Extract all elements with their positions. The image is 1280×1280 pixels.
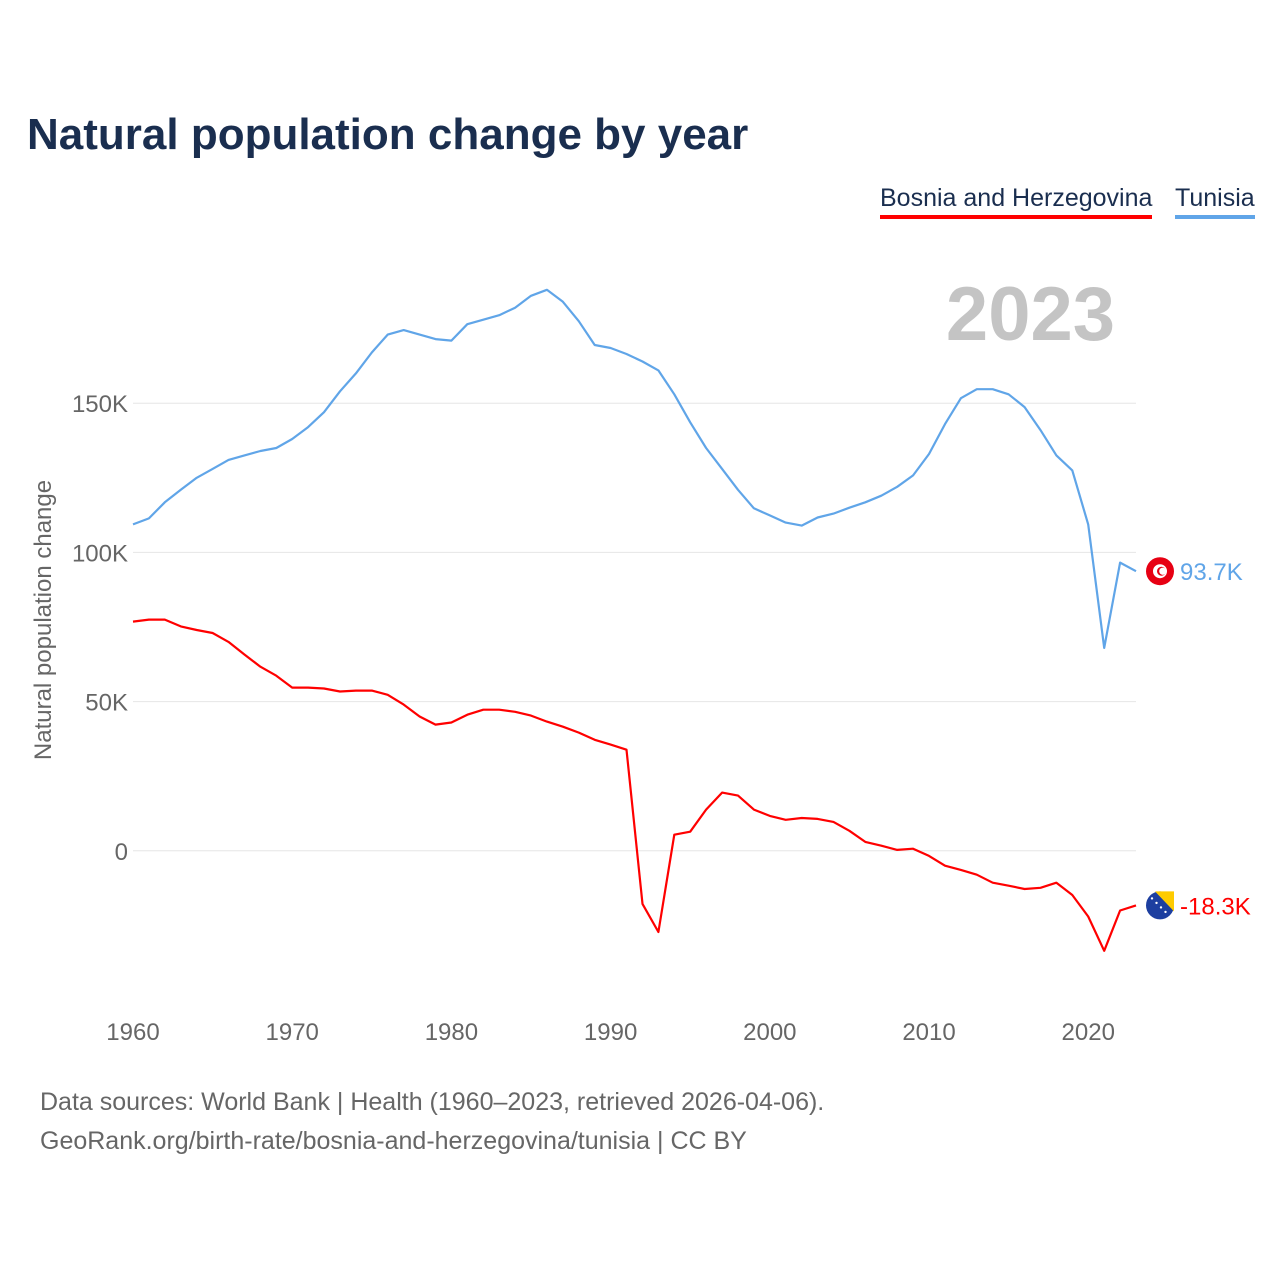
x-tick-label: 1960 xyxy=(106,1019,159,1046)
series-line-bosnia xyxy=(132,618,1137,952)
x-tick-label: 2010 xyxy=(902,1019,955,1046)
bosnia-flag-triangle xyxy=(1155,891,1174,912)
bosnia-flag-star xyxy=(1159,906,1163,909)
chart-title: Natural population change by year xyxy=(27,110,749,159)
tunisia-flag-crescent-inner xyxy=(1159,567,1167,575)
bosnia-flag-star xyxy=(1155,901,1158,905)
bosnia-flag-star xyxy=(1150,897,1154,900)
y-axis-label: Natural population change xyxy=(30,480,57,760)
legend-tunisia[interactable]: Tunisia xyxy=(1175,184,1255,219)
y-tick-label: 0 xyxy=(115,839,128,866)
footer-sources: Data sources: World Bank | Health (1960–… xyxy=(40,1088,825,1116)
x-tick-label: 2020 xyxy=(1062,1019,1115,1046)
x-tick-label: 1990 xyxy=(584,1019,637,1046)
bosnia-flag-star xyxy=(1164,910,1167,914)
series-line-tunisia xyxy=(132,288,1137,650)
x-tick-label: 2000 xyxy=(743,1019,796,1046)
footer-link[interactable]: GeoRank.org/birth-rate/bosnia-and-herzeg… xyxy=(40,1127,747,1155)
year-watermark: 2023 xyxy=(946,272,1115,357)
end-value-label: 93.7K xyxy=(1180,559,1243,586)
end-value-label: -18.3K xyxy=(1180,893,1251,920)
x-tick-label: 1980 xyxy=(425,1019,478,1046)
y-tick-label: 100K xyxy=(72,540,128,567)
x-tick-label: 1970 xyxy=(266,1019,319,1046)
y-tick-label: 50K xyxy=(85,690,128,717)
legend-bosnia[interactable]: Bosnia and Herzegovina xyxy=(880,184,1153,219)
y-tick-label: 150K xyxy=(72,391,128,418)
